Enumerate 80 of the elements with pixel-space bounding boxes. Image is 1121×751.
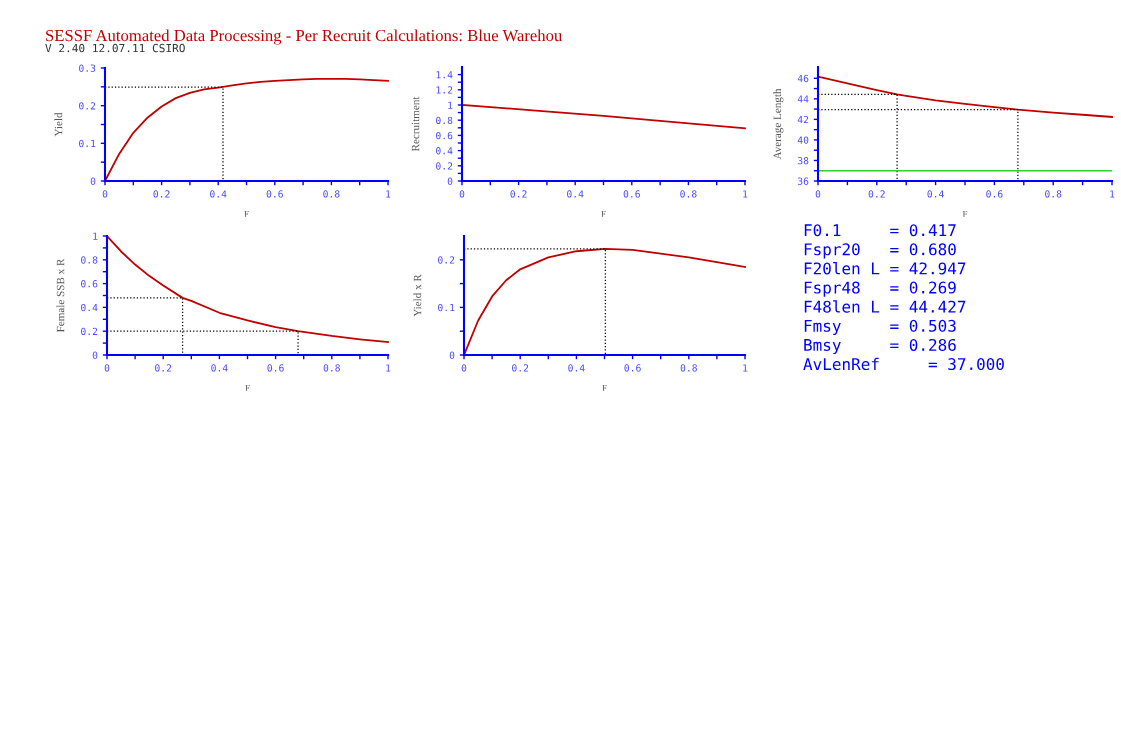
y-tick-label: 0: [449, 351, 455, 359]
chart-subtitle: V 2.40 12.07.11 CSIRO: [45, 43, 185, 53]
y-tick-label: 0.1: [438, 303, 455, 312]
y-tick-label: 0.6: [436, 131, 453, 140]
y-tick-label: 44: [797, 95, 809, 103]
y-tick-label: 46: [797, 74, 809, 83]
y-tick-label: 0.2: [436, 162, 453, 170]
y-tick-label: 0.4: [436, 147, 453, 155]
text: F48len L = 44.427: [804, 300, 966, 313]
x-tick-label: 0.4: [568, 364, 585, 372]
x-tick-label: 0.2: [155, 364, 172, 372]
x-tick-label: 0: [459, 190, 465, 198]
x-tick-label: 0.4: [927, 190, 944, 198]
y-tick-label: 0.8: [436, 116, 453, 125]
text: Fspr48 = 0.269: [804, 281, 956, 297]
x-tick-label: 0.4: [210, 190, 227, 198]
x-tick-label: 1: [386, 364, 391, 372]
x-tick-label: 0.8: [1045, 190, 1062, 198]
x-tick-label: 0.8: [680, 190, 697, 198]
x-axis-title: F: [601, 210, 606, 217]
x-tick-label: 1: [743, 364, 748, 372]
x-axis-title: F: [244, 210, 249, 217]
x-axis-title: F: [962, 210, 968, 217]
x-axis-title: F: [245, 384, 250, 391]
y-tick-label: 0.1: [79, 139, 96, 148]
line-series: [817, 75, 1113, 118]
x-tick-label: 0.2: [868, 190, 885, 198]
x-tick-label: 0: [815, 190, 821, 198]
text: Fspr20 = 0.680: [804, 243, 956, 259]
x-tick-label: 0.6: [623, 190, 640, 198]
x-tick-label: 0.2: [153, 190, 170, 198]
y-tick-label: 42: [797, 115, 809, 124]
y-axis-title: Yield: [54, 112, 63, 137]
text: F0.1 = 0.417: [804, 224, 956, 237]
y-tick-label: 0.6: [81, 280, 98, 288]
y-tick-label: 0.2: [81, 327, 98, 336]
x-tick-label: 0: [104, 364, 110, 372]
x-tick-label: 0.6: [267, 364, 284, 372]
x-tick-label: 0.2: [512, 364, 529, 372]
x-tick-label: 1: [1110, 190, 1115, 198]
y-tick-label: 1: [448, 101, 453, 109]
y-tick-label: 38: [797, 156, 809, 165]
x-tick-label: 1: [386, 190, 391, 198]
y-axis-title: Average Length: [773, 88, 784, 160]
x-tick-label: 0: [461, 364, 467, 372]
x-axis-title: F: [602, 384, 607, 391]
x-tick-label: 0.8: [680, 364, 697, 372]
y-tick-label: 0.2: [79, 102, 96, 110]
y-tick-label: 0.2: [438, 256, 455, 264]
x-tick-label: 0.6: [266, 190, 283, 198]
y-axis-title: Yield x R: [413, 274, 422, 317]
y-tick-label: 0.4: [81, 303, 98, 312]
text: Fmsy = 0.503: [804, 319, 956, 335]
y-tick-label: 36: [797, 177, 809, 185]
y-tick-label: 0.8: [81, 256, 98, 264]
text: AvLenRef = 37.000: [803, 357, 1004, 371]
text: F20len L = 42.947: [804, 262, 966, 275]
x-tick-label: 0.4: [567, 190, 584, 198]
x-tick-label: 0.8: [323, 190, 340, 198]
x-tick-label: 1: [743, 190, 748, 198]
y-tick-label: 0: [447, 177, 453, 185]
x-tick-label: 0.6: [986, 190, 1003, 198]
x-tick-label: 0.6: [624, 364, 641, 372]
y-tick-label: 0: [92, 351, 98, 359]
chart-title: SESSF Automated Data Processing - Per Recruit Calculations: Blue Warehou: [46, 29, 562, 45]
text: Bmsy = 0.286: [804, 338, 956, 355]
x-tick-label: 0.2: [510, 190, 527, 198]
x-tick-label: 0: [102, 190, 108, 198]
y-tick-label: 1: [93, 232, 98, 240]
line-series: [461, 104, 746, 130]
x-tick-label: 0.8: [323, 364, 340, 372]
x-tick-label: 0.4: [211, 364, 228, 372]
line-series: [106, 235, 389, 343]
y-tick-label: 1.4: [436, 71, 453, 79]
y-tick-label: 40: [797, 136, 809, 144]
y-tick-label: 1.2: [436, 86, 453, 94]
y-axis-title: Recruitment: [411, 96, 420, 152]
y-tick-label: 0.3: [79, 64, 96, 72]
y-tick-label: 0: [90, 177, 96, 185]
y-axis-title: Female SSB x R: [56, 258, 65, 333]
